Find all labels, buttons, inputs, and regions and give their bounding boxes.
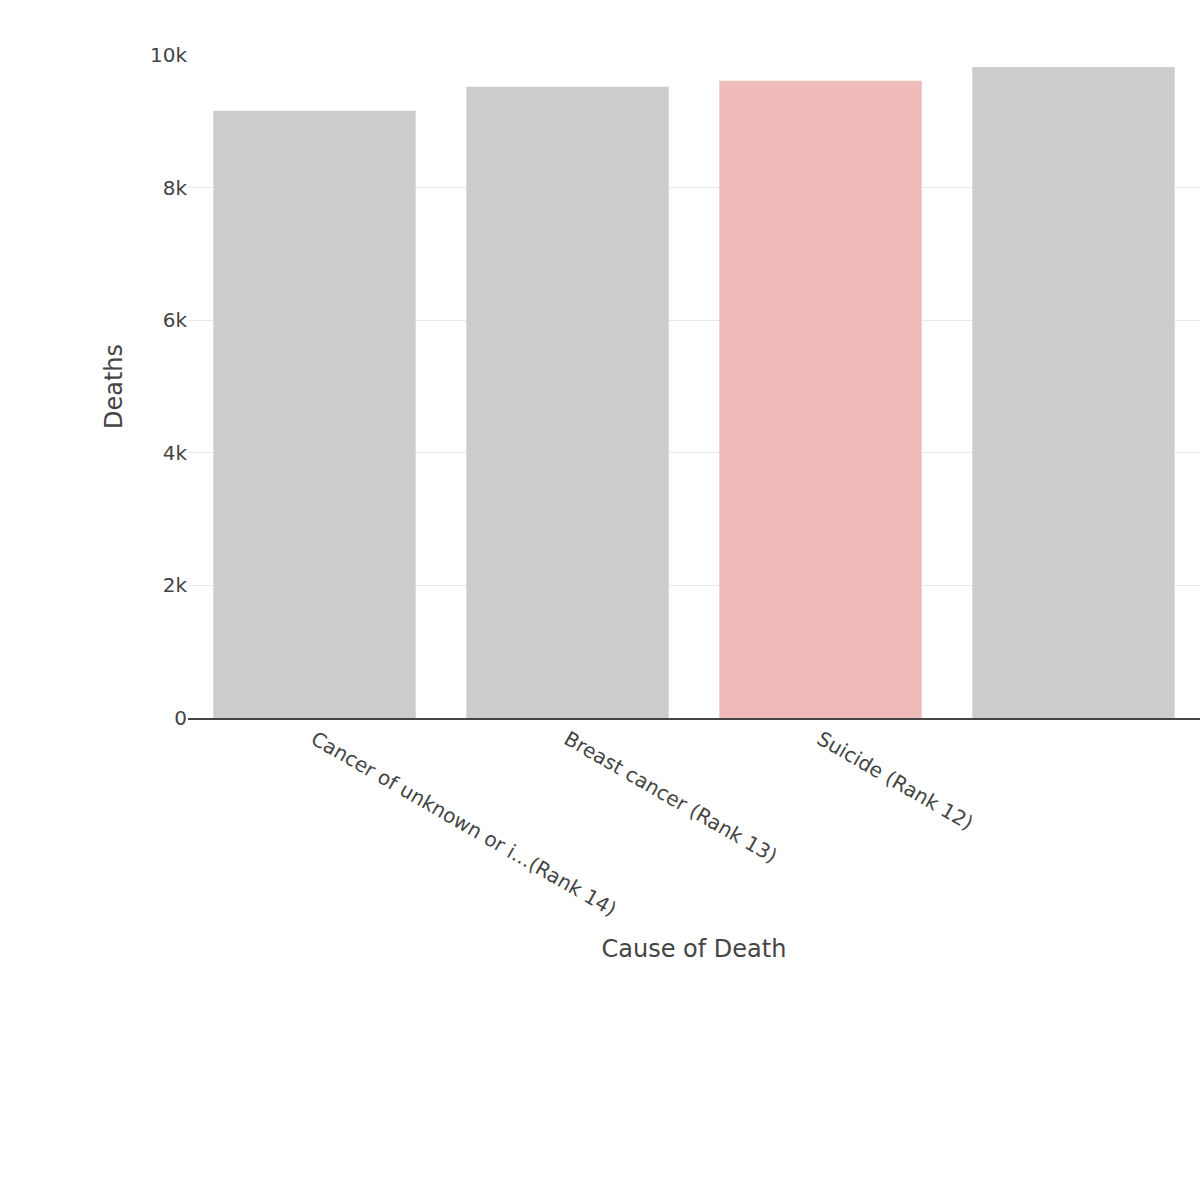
svg-text:Cause of Death: Cause of Death (602, 935, 787, 963)
svg-text:10k: 10k (150, 43, 187, 67)
svg-text:4k: 4k (163, 441, 188, 465)
svg-text:Suicide (Rank 12): Suicide (Rank 12) (813, 726, 978, 835)
svg-text:2k: 2k (163, 573, 188, 597)
svg-text:6k: 6k (163, 308, 188, 332)
svg-text:Deaths: Deaths (100, 344, 128, 429)
svg-text:0: 0 (174, 706, 187, 730)
svg-text:8k: 8k (163, 176, 188, 200)
svg-text:Cancer of unknown or i...(Rank: Cancer of unknown or i...(Rank 14) (307, 726, 621, 921)
svg-text:Breast cancer (Rank 13): Breast cancer (Rank 13) (560, 726, 781, 868)
